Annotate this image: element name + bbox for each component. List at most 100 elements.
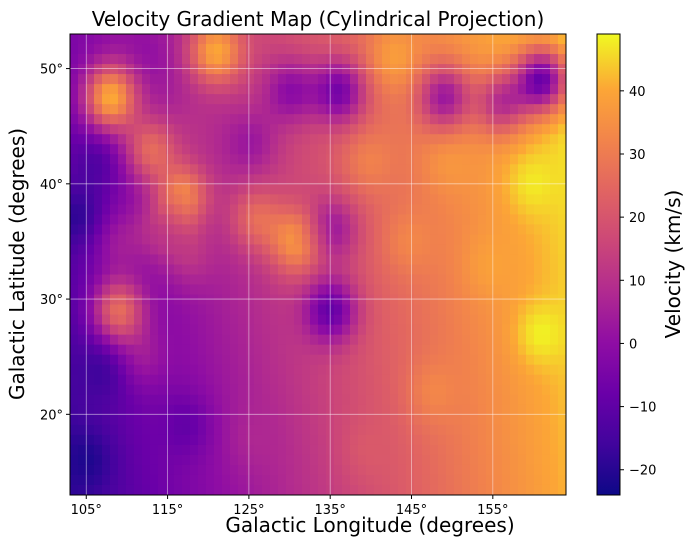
heatmap-cell xyxy=(94,264,103,276)
heatmap-cell xyxy=(134,34,143,45)
heatmap-cell xyxy=(294,84,303,95)
heatmap-cell xyxy=(334,384,343,396)
heatmap-cell xyxy=(150,264,159,276)
heatmap-cell xyxy=(246,484,255,495)
heatmap-cell xyxy=(142,34,151,45)
heatmap-cell xyxy=(254,114,263,125)
heatmap-cell xyxy=(206,444,215,456)
heatmap-cell xyxy=(198,464,207,476)
heatmap-cell xyxy=(78,204,87,215)
heatmap-cell xyxy=(342,44,351,55)
heatmap-cell xyxy=(94,324,103,336)
heatmap-cell xyxy=(390,114,399,125)
heatmap-cell xyxy=(94,94,103,105)
heatmap-cell xyxy=(518,334,527,346)
heatmap-cell xyxy=(534,404,543,416)
heatmap-cell xyxy=(150,464,159,476)
heatmap-cell xyxy=(462,314,471,326)
heatmap-cell xyxy=(150,274,159,286)
heatmap-cell xyxy=(374,114,383,125)
heatmap-cell xyxy=(174,454,183,466)
heatmap-cell xyxy=(446,64,455,75)
heatmap-cell xyxy=(390,164,399,175)
heatmap-cell xyxy=(422,104,431,115)
heatmap-cell xyxy=(430,424,439,436)
heatmap-cell xyxy=(422,324,431,336)
heatmap-cell xyxy=(134,274,143,286)
heatmap-cell xyxy=(190,454,199,466)
heatmap-cell xyxy=(422,464,431,476)
heatmap-cell xyxy=(222,354,231,366)
heatmap-cell xyxy=(334,334,343,346)
heatmap-cell xyxy=(78,74,87,85)
heatmap-cell xyxy=(254,64,263,75)
heatmap-cell xyxy=(134,334,143,346)
heatmap-cell xyxy=(134,434,143,446)
heatmap-cell xyxy=(134,214,143,226)
heatmap-cell xyxy=(286,294,295,306)
heatmap-cell xyxy=(406,264,415,276)
heatmap-cell xyxy=(302,474,311,486)
heatmap-cell xyxy=(430,194,439,205)
heatmap-cell xyxy=(182,174,191,185)
heatmap-cell xyxy=(438,314,447,326)
heatmap-cell xyxy=(254,254,263,266)
heatmap-cell xyxy=(158,334,167,346)
heatmap-cell xyxy=(518,164,527,175)
heatmap-cell xyxy=(254,474,263,486)
heatmap-cell xyxy=(254,294,263,306)
heatmap-cell xyxy=(470,204,479,215)
heatmap-cell xyxy=(542,464,551,476)
heatmap-cell xyxy=(526,304,535,316)
heatmap-cell xyxy=(254,214,263,226)
heatmap-cell xyxy=(214,464,223,476)
heatmap-cell xyxy=(486,104,495,115)
heatmap-cell xyxy=(78,134,87,145)
heatmap-cell xyxy=(478,334,487,346)
heatmap-cell xyxy=(406,154,415,165)
heatmap-cell xyxy=(478,274,487,286)
heatmap-cell xyxy=(366,184,375,195)
heatmap-cell xyxy=(318,284,327,296)
heatmap-cell xyxy=(422,454,431,466)
heatmap-cell xyxy=(182,204,191,215)
heatmap-cell xyxy=(502,114,511,125)
heatmap-cell xyxy=(534,434,543,446)
heatmap-cell xyxy=(94,304,103,316)
heatmap-cell xyxy=(366,294,375,306)
heatmap-cell xyxy=(494,304,503,316)
heatmap-cell xyxy=(294,234,303,246)
heatmap-cell xyxy=(278,114,287,125)
heatmap-cell xyxy=(166,234,175,246)
heatmap-cell xyxy=(310,64,319,75)
heatmap-cell xyxy=(262,374,271,386)
heatmap-cell xyxy=(134,44,143,55)
heatmap-cell xyxy=(550,364,559,376)
heatmap-cell xyxy=(158,464,167,476)
heatmap-cell xyxy=(278,444,287,456)
heatmap-cell xyxy=(398,164,407,175)
heatmap-cell xyxy=(526,424,535,436)
heatmap-cell xyxy=(462,354,471,366)
heatmap-cell xyxy=(166,54,175,65)
heatmap-cell xyxy=(454,314,463,326)
heatmap-cell xyxy=(486,144,495,155)
heatmap-cell xyxy=(382,344,391,356)
heatmap-cell xyxy=(534,104,543,115)
heatmap-cell xyxy=(430,114,439,125)
heatmap-cell xyxy=(70,274,79,286)
heatmap-cell xyxy=(430,344,439,356)
heatmap-cell xyxy=(238,44,247,55)
heatmap-cell xyxy=(86,204,95,215)
heatmap-cell xyxy=(310,164,319,175)
heatmap-cell xyxy=(374,254,383,266)
heatmap-cell xyxy=(286,284,295,296)
heatmap-cell xyxy=(126,34,135,45)
heatmap-cell xyxy=(318,304,327,316)
heatmap-cell xyxy=(334,94,343,105)
heatmap-cell xyxy=(534,84,543,95)
heatmap-cell xyxy=(278,294,287,306)
heatmap-cell xyxy=(86,184,95,195)
heatmap-cell xyxy=(238,214,247,226)
heatmap-cell xyxy=(374,354,383,366)
